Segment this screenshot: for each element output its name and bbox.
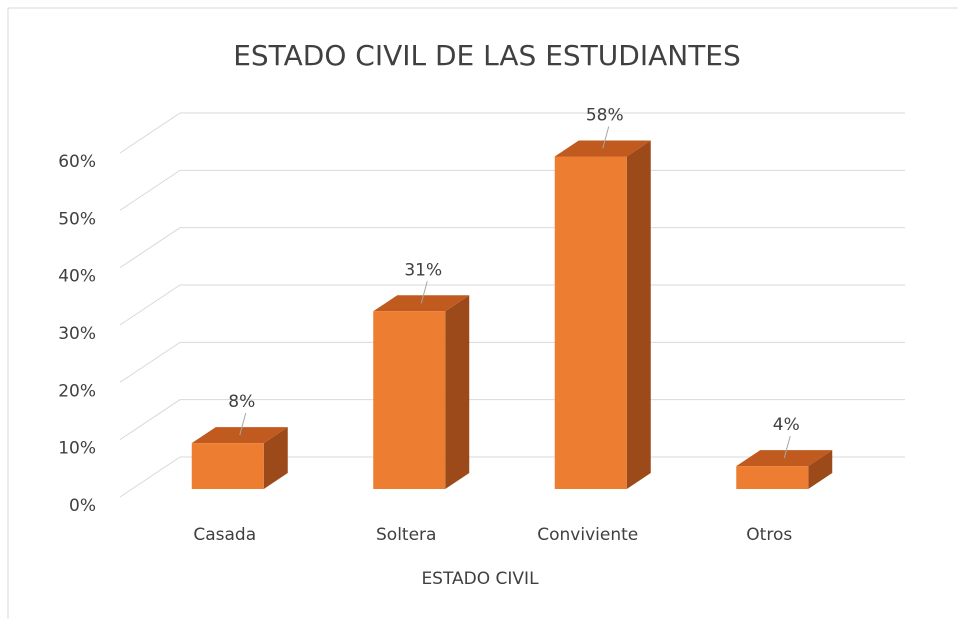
leader-line [602,126,610,149]
value-label: 31% [404,260,442,280]
bar-side [626,140,651,489]
bar [191,427,288,489]
bar [554,140,651,489]
x-tick-label: Conviviente [537,525,638,545]
value-label: 4% [773,415,800,435]
bar-front [191,443,264,489]
leader-line [420,281,428,304]
y-tick-label: 20% [58,381,96,401]
bar-front [736,466,809,489]
x-tick-label: Casada [193,525,256,545]
bar-side [445,295,470,489]
leader-line [783,435,791,459]
chart-title: ESTADO CIVIL DE LAS ESTUDIANTES [233,39,741,72]
y-tick-label: 30% [58,324,96,344]
grid-line [119,399,905,441]
x-tick-label: Otros [746,525,792,545]
bar-side [263,427,288,489]
bar [373,295,470,489]
bar-front [373,311,446,489]
grid-line [119,112,905,154]
x-tick-label: Soltera [376,525,436,545]
y-tick-label: 50% [58,209,96,229]
grid-line [119,169,905,211]
chart-border [7,7,958,619]
y-tick-label: 10% [58,439,96,459]
y-tick-label: 0% [69,496,96,516]
grid-line [119,284,905,326]
bar [736,450,833,489]
grid-line [119,341,905,383]
grid-line [119,456,905,498]
value-label: 58% [586,105,624,125]
bar-side [808,450,833,489]
x-axis-title: ESTADO CIVIL [421,569,539,589]
leader-line [239,413,247,436]
grid-line [119,227,905,269]
value-label: 8% [228,392,255,412]
y-tick-label: 40% [58,267,96,287]
y-tick-label: 60% [58,152,96,172]
bar-front [554,156,627,489]
